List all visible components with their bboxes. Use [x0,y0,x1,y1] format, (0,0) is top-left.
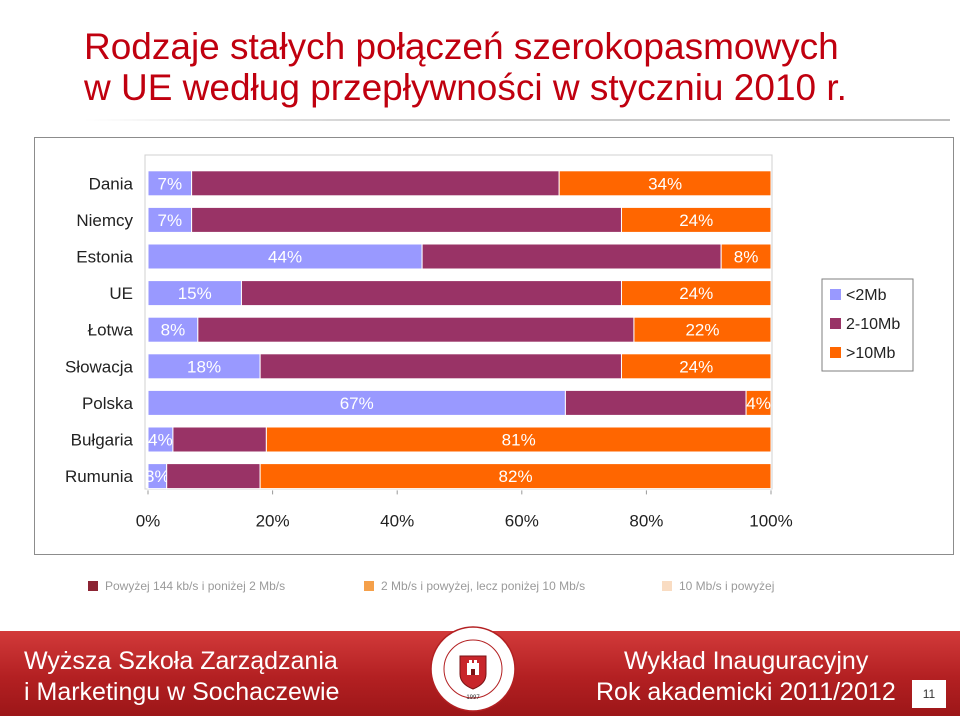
bar-segment [745,389,772,416]
data-label: 24% [679,284,713,303]
data-label: 3% [145,467,170,486]
x-tick-label: 0% [136,511,161,530]
bar-segment [147,243,423,270]
data-label: 24% [679,357,713,376]
x-tick-label: 80% [629,511,663,530]
bar-segment [259,353,622,380]
page-number: 11 [912,680,946,708]
bar-segment [720,243,772,270]
bar-segment [147,353,261,380]
title-underline [84,119,950,121]
x-tick-label: 40% [380,511,414,530]
data-label: 18% [187,357,221,376]
bar-segment [421,243,722,270]
data-label: 8% [161,321,186,340]
bar-segment [240,280,622,307]
data-label: 82% [499,467,533,486]
bar-segment [147,280,242,307]
bar-segment [147,206,193,233]
data-label: 34% [648,174,682,193]
note-swatch [364,581,374,591]
category-label: Estonia [76,248,133,267]
x-tick-label: 20% [256,511,290,530]
stacked-bar-chart: Dania 7% 34% Niemcy 7% 24% Estonia 44% 8% UE 15% 24… [65,154,914,530]
lecture-title: Wykład Inauguracyjny [624,647,869,675]
bar-segment [620,353,772,380]
note-label: 10 Mb/s i powyżej [679,579,775,593]
bar-segment [147,170,193,197]
note-label: 2 Mb/s i powyżej, lecz poniżej 10 Mb/s [381,579,586,593]
bar-segment [259,463,772,490]
bar-segment [564,389,747,416]
legend-swatch [830,289,841,300]
bar-segment [147,426,174,453]
data-label: 4% [148,431,173,450]
note-label: Powyżej 144 kb/s i poniżej 2 Mb/s [105,579,286,593]
x-tick-label: 60% [505,511,539,530]
bar-segment [633,316,772,343]
title-line-2: w UE według przepływności w styczniu 201… [84,67,847,108]
data-label: 22% [685,321,719,340]
bar-segment [620,206,772,233]
bar-segment [191,170,560,197]
note-swatch [662,581,672,591]
data-label: 67% [340,394,374,413]
data-label: 15% [178,284,212,303]
data-label: 7% [158,211,183,230]
category-label: Łotwa [88,321,134,340]
bar-segment [166,463,261,490]
bar-segment [172,426,267,453]
slide-title: Rodzaje stałych połączeń szerokopasmowyc… [84,26,944,108]
data-label: 44% [268,248,302,267]
data-label: 8% [734,248,759,267]
bar-segment [558,170,772,197]
legend-label: <2Mb [846,287,887,304]
category-label: UE [109,284,133,303]
category-label: Rumunia [65,467,134,486]
title-line-1: Rodzaje stałych połączeń szerokopasmowyc… [84,26,839,67]
data-label: 24% [679,211,713,230]
note-item: 10 Mb/s i powyżej [662,579,774,593]
data-label: 7% [158,174,183,193]
note-item: 2 Mb/s i powyżej, lecz poniżej 10 Mb/s [364,579,585,593]
bar-segment [620,280,772,307]
category-label: Bułgaria [71,431,134,450]
data-label: 81% [502,431,536,450]
note-item: Powyżej 144 kb/s i poniżej 2 Mb/s [88,579,285,593]
legend-label: >10Mb [846,345,895,362]
bar-segment [265,426,772,453]
legend-label: 2-10Mb [846,316,900,333]
category-label: Polska [82,394,134,413]
seal-year: 1997 [466,695,480,701]
legend-swatch [830,347,841,358]
school-name-line-1: Wyższa Szkoła Zarządzania [24,647,338,675]
school-seal-logo: 1997 [430,626,516,712]
school-name-line-2: i Marketingu w Sochaczewie [24,678,340,706]
category-label: Dania [89,174,134,193]
bar-segment [191,206,622,233]
category-label: Słowacja [65,357,134,376]
note-swatch [88,581,98,591]
category-label: Niemcy [76,211,133,230]
data-label: 4% [746,394,771,413]
bar-segment [197,316,635,343]
x-tick-label: 100% [749,511,792,530]
source-notes: Powyżej 144 kb/s i poniżej 2 Mb/s 2 Mb/s… [88,579,928,597]
legend-swatch [830,318,841,329]
academic-year: Rok akademicki 2011/2012 [596,678,896,706]
